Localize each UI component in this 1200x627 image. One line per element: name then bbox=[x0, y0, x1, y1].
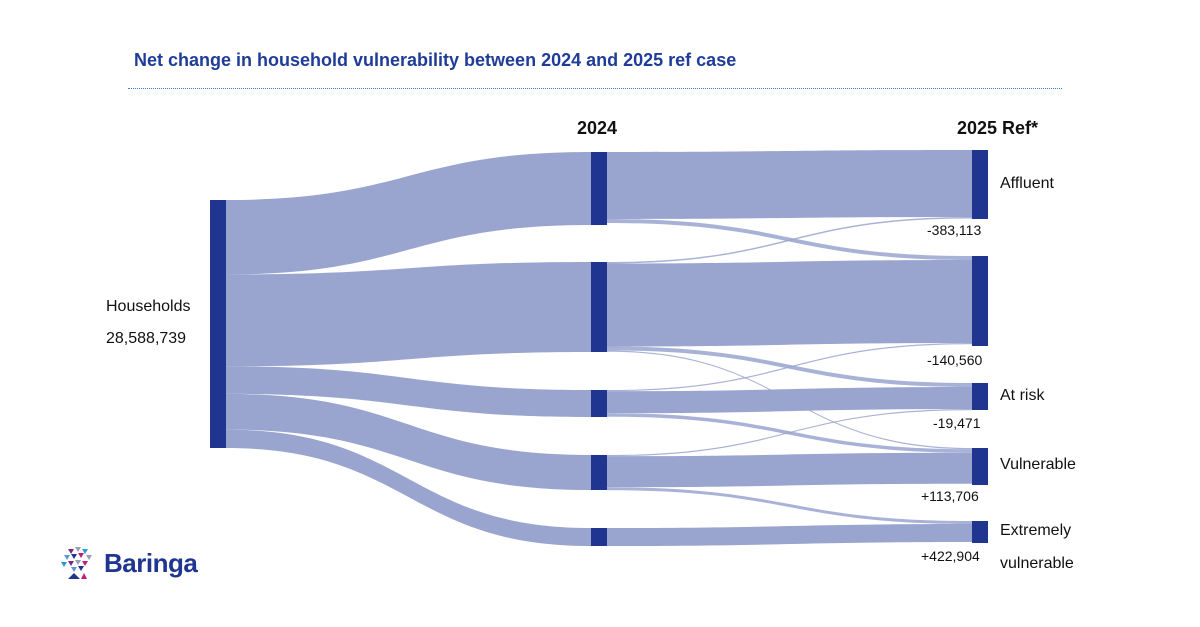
node-2024-2 bbox=[591, 262, 607, 352]
node-2025-4 bbox=[972, 448, 988, 485]
flow-2024-1-to-2025-1 bbox=[607, 150, 972, 219]
title-divider bbox=[128, 88, 1062, 89]
node-2025-3 bbox=[972, 383, 988, 410]
baringa-logo-icon bbox=[61, 547, 92, 579]
node-label-extremely-vulnerable-1: Extremely bbox=[1000, 522, 1072, 539]
flow-2024-4-to-2025-4 bbox=[607, 452, 972, 488]
households-total: 28,588,739 bbox=[106, 330, 187, 347]
node-2025-1 bbox=[972, 150, 988, 219]
node-label-extremely-vulnerable-2: vulnerable bbox=[1000, 555, 1074, 572]
node-2025-2 bbox=[972, 256, 988, 346]
flow-2024-4-to-2025-5 bbox=[607, 487, 972, 524]
flow-households-to-2024-node-2 bbox=[226, 262, 591, 367]
node-label-vulnerable: Vulnerable bbox=[1000, 456, 1076, 473]
households-label: Households bbox=[106, 298, 191, 315]
flow-households-to-2024-node-1 bbox=[226, 152, 591, 275]
node-2024-5 bbox=[591, 528, 607, 546]
node-2024-1 bbox=[591, 152, 607, 225]
flow-2024-2-to-2025-2 bbox=[607, 260, 972, 347]
net-change-affluent: -383,113 bbox=[927, 222, 982, 238]
column-header-2024: 2024 bbox=[577, 118, 618, 138]
flow-households-to-2024-node-5 bbox=[226, 429, 591, 546]
node-2024-4 bbox=[591, 455, 607, 490]
chart-title: Net change in household vulnerability be… bbox=[134, 50, 737, 70]
node-label-affluent: Affluent bbox=[1000, 175, 1054, 192]
node-2025-5 bbox=[972, 521, 988, 543]
net-change-at-risk: -19,471 bbox=[933, 415, 981, 431]
net-change-node-2: -140,560 bbox=[927, 352, 983, 368]
net-change-vulnerable: +113,706 bbox=[921, 488, 979, 504]
column-header-2025: 2025 Ref* bbox=[957, 118, 1039, 138]
flow-households-to-2024-node-3 bbox=[226, 366, 591, 417]
flow-2024-3-to-2025-2 bbox=[607, 343, 972, 392]
flow-2024-2-to-2025-1 bbox=[607, 217, 972, 264]
baringa-logo-text: Baringa bbox=[104, 548, 198, 578]
node-2024-3 bbox=[591, 390, 607, 417]
flow-2024-5-to-2025-5 bbox=[607, 524, 972, 546]
flow-households-to-2024-node-4 bbox=[226, 393, 591, 490]
flow-2024-3-to-2025-3 bbox=[607, 387, 972, 414]
node-households bbox=[210, 200, 226, 448]
node-label-at-risk: At risk bbox=[1000, 387, 1045, 404]
net-change-extremely-vulnerable: +422,904 bbox=[921, 548, 980, 564]
flow-2024-4-to-2025-3 bbox=[607, 409, 972, 457]
